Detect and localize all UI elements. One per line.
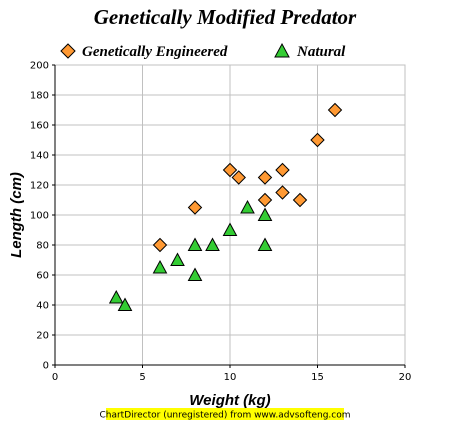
data-point-engineered <box>152 237 168 253</box>
data-point-engineered <box>222 162 238 178</box>
data-point-engineered <box>292 192 308 208</box>
data-point-natural <box>257 237 273 251</box>
x-axis-ticks: 0 5 10 15 20 <box>52 365 412 383</box>
data-point-engineered <box>327 102 343 118</box>
legend-label-series-0: Genetically Engineered <box>82 44 228 60</box>
footer-text: ChartDirector (unregistered) from www.ad… <box>99 411 350 421</box>
data-point-engineered <box>231 170 246 185</box>
y-tick-label: 80 <box>36 241 49 252</box>
x-tick-label: 5 <box>139 372 145 383</box>
data-point-natural <box>117 297 133 311</box>
y-tick-label: 200 <box>30 61 49 72</box>
data-point-natural <box>240 199 255 214</box>
data-point-natural <box>170 252 185 266</box>
y-tick-label: 100 <box>30 211 49 222</box>
legend-item-series-0: Genetically Engineered <box>60 43 228 60</box>
x-tick-label: 20 <box>399 372 412 383</box>
data-point-natural <box>187 267 203 281</box>
chart-title: Genetically Modified Predator <box>94 5 357 29</box>
chart-legend: Genetically Engineered Natural <box>60 42 346 60</box>
data-point-engineered <box>275 162 290 178</box>
data-point-natural <box>108 289 124 304</box>
y-tick-label: 0 <box>43 361 49 372</box>
y-tick-label: 160 <box>30 121 49 132</box>
x-tick-label: 15 <box>311 372 324 383</box>
y-tick-label: 140 <box>30 151 49 162</box>
data-point-engineered <box>187 200 203 215</box>
x-tick-label: 10 <box>224 372 237 383</box>
legend-label-series-1: Natural <box>296 44 346 60</box>
y-tick-label: 180 <box>30 91 49 102</box>
data-point-natural <box>187 237 203 251</box>
y-axis-title: Length (cm) <box>8 172 25 258</box>
legend-item-series-1: Natural <box>274 42 346 60</box>
y-tick-label: 120 <box>30 181 49 192</box>
data-point-engineered <box>257 170 273 185</box>
data-point-natural <box>257 207 273 221</box>
footer-banner <box>106 408 344 420</box>
x-axis-title: Weight (kg) <box>189 392 270 409</box>
data-point-engineered <box>310 132 325 148</box>
data-point-natural <box>205 237 220 251</box>
data-point-engineered <box>275 185 290 200</box>
legend-marker-triangle <box>274 42 290 58</box>
y-tick-label: 40 <box>36 301 49 312</box>
data-points <box>108 102 343 311</box>
data-point-natural <box>222 222 238 236</box>
data-point-natural <box>152 259 168 274</box>
y-tick-label: 20 <box>36 331 49 342</box>
x-tick-label: 0 <box>52 372 58 383</box>
y-axis-ticks: 0 20 40 60 80 100 120 140 160 180 200 <box>30 61 55 372</box>
y-tick-label: 60 <box>36 271 49 282</box>
data-point-engineered <box>257 192 273 208</box>
legend-marker-diamond <box>60 43 76 59</box>
